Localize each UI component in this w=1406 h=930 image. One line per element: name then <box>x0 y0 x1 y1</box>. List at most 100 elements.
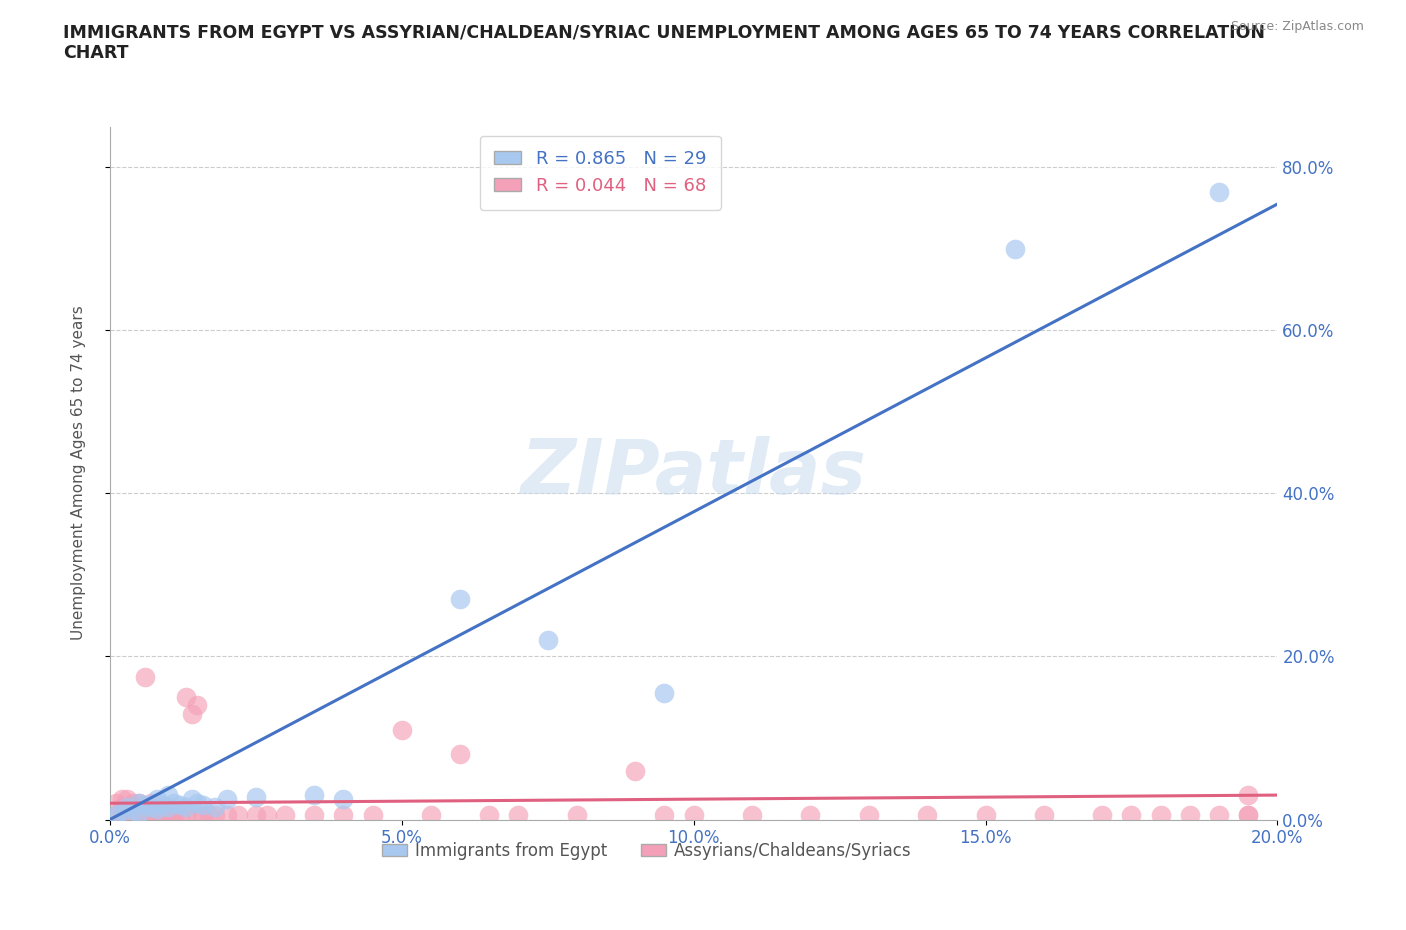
Point <box>128 796 150 811</box>
Point <box>157 800 180 815</box>
Point <box>682 808 704 823</box>
Text: ZIPatlas: ZIPatlas <box>520 436 866 510</box>
Point <box>226 808 249 823</box>
Point <box>449 747 471 762</box>
Point <box>256 808 278 823</box>
Point <box>1237 788 1260 803</box>
Point <box>104 808 127 823</box>
Legend: Immigrants from Egypt, Assyrians/Chaldeans/Syriacs: Immigrants from Egypt, Assyrians/Chaldea… <box>375 835 918 867</box>
Point <box>1208 808 1230 823</box>
Point <box>508 808 530 823</box>
Point <box>799 808 821 823</box>
Point <box>110 808 132 823</box>
Text: Source: ZipAtlas.com: Source: ZipAtlas.com <box>1230 20 1364 33</box>
Point <box>110 791 132 806</box>
Point <box>117 800 139 815</box>
Point <box>157 800 180 815</box>
Point <box>122 796 145 811</box>
Point <box>1032 808 1054 823</box>
Point <box>128 805 150 820</box>
Point <box>104 796 127 811</box>
Point <box>157 804 180 818</box>
Text: IMMIGRANTS FROM EGYPT VS ASSYRIAN/CHALDEAN/SYRIAC UNEMPLOYMENT AMONG AGES 65 TO : IMMIGRANTS FROM EGYPT VS ASSYRIAN/CHALDE… <box>63 23 1265 62</box>
Point <box>478 808 501 823</box>
Point <box>204 800 226 815</box>
Point <box>302 808 325 823</box>
Point <box>145 802 167 817</box>
Point <box>128 808 150 823</box>
Point <box>134 797 156 812</box>
Point <box>186 698 208 713</box>
Point <box>163 808 186 823</box>
Point <box>139 808 162 823</box>
Point <box>128 796 150 811</box>
Point <box>180 791 202 806</box>
Point <box>150 800 173 815</box>
Point <box>193 808 215 823</box>
Point <box>624 764 647 778</box>
Point <box>139 800 162 815</box>
Point <box>122 800 145 815</box>
Point <box>1091 808 1114 823</box>
Point <box>163 796 186 811</box>
Point <box>215 791 238 806</box>
Point <box>858 808 880 823</box>
Point <box>915 808 938 823</box>
Point <box>654 808 676 823</box>
Point <box>741 808 763 823</box>
Point <box>1004 242 1026 257</box>
Point <box>150 808 173 823</box>
Y-axis label: Unemployment Among Ages 65 to 74 years: Unemployment Among Ages 65 to 74 years <box>72 306 86 641</box>
Point <box>565 808 588 823</box>
Point <box>145 791 167 806</box>
Point <box>1237 808 1260 823</box>
Point <box>204 808 226 823</box>
Point <box>122 803 145 817</box>
Point <box>1178 808 1201 823</box>
Point <box>186 808 208 823</box>
Point <box>245 790 267 804</box>
Point <box>302 788 325 803</box>
Point <box>174 690 197 705</box>
Point <box>104 808 127 823</box>
Point <box>145 808 167 823</box>
Point <box>974 808 997 823</box>
Point <box>1208 184 1230 199</box>
Point <box>110 804 132 818</box>
Point <box>1121 808 1143 823</box>
Point <box>174 808 197 823</box>
Point <box>193 797 215 812</box>
Point <box>117 808 139 823</box>
Point <box>449 592 471 607</box>
Point <box>186 796 208 811</box>
Point <box>1149 808 1171 823</box>
Point <box>361 808 384 823</box>
Point <box>332 791 354 806</box>
Point <box>110 800 132 815</box>
Point <box>117 791 139 806</box>
Point <box>245 808 267 823</box>
Point <box>157 788 180 803</box>
Point <box>134 670 156 684</box>
Point <box>174 800 197 815</box>
Point <box>537 632 560 647</box>
Point <box>391 723 413 737</box>
Point <box>163 804 186 818</box>
Point <box>169 797 191 812</box>
Point <box>215 808 238 823</box>
Point <box>139 796 162 811</box>
Point <box>198 808 221 823</box>
Point <box>145 804 167 818</box>
Point <box>139 804 162 818</box>
Point <box>134 808 156 823</box>
Point <box>654 685 676 700</box>
Point <box>128 804 150 818</box>
Point <box>122 808 145 823</box>
Point <box>150 797 173 812</box>
Point <box>117 800 139 815</box>
Point <box>332 808 354 823</box>
Point <box>419 808 441 823</box>
Point <box>180 706 202 721</box>
Point <box>157 808 180 823</box>
Point <box>1237 808 1260 823</box>
